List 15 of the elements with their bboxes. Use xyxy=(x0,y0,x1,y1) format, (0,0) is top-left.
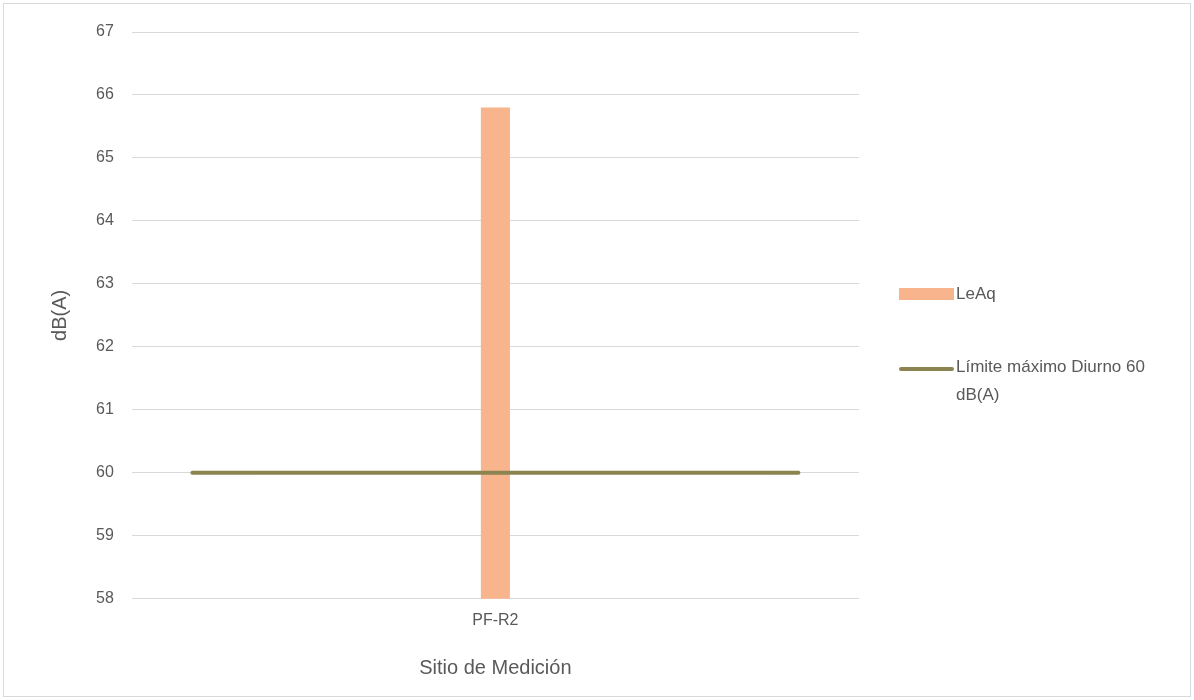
x-axis-title: Sitio de Medición xyxy=(419,655,572,678)
y-tick-label: 64 xyxy=(96,211,114,229)
y-tick-label: 62 xyxy=(96,337,114,355)
y-tick-label: 66 xyxy=(96,85,114,103)
y-tick-label: 60 xyxy=(96,463,114,481)
y-tick-label: 67 xyxy=(96,22,114,40)
legend-label: Límite máximo Diurno 60 dB(A) xyxy=(956,356,1146,406)
y-tick-label: 61 xyxy=(96,400,114,418)
x-tick-label: PF-R2 xyxy=(472,610,519,628)
y-tick-label: 58 xyxy=(96,589,114,607)
legend-label: LeAq xyxy=(956,284,996,304)
y-axis-title: dB(A) xyxy=(47,289,70,341)
y-tick-label: 63 xyxy=(96,274,114,292)
y-tick-label: 59 xyxy=(96,526,114,544)
y-tick-label: 65 xyxy=(96,148,114,166)
